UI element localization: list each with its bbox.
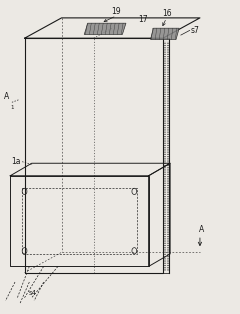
Polygon shape [84,23,126,35]
Text: A: A [4,92,9,101]
Text: A: A [198,225,204,234]
Text: 19: 19 [112,7,121,16]
Text: 1: 1 [10,105,14,110]
Polygon shape [150,28,179,40]
Text: 17: 17 [138,15,148,24]
Text: s7: s7 [190,26,199,35]
Text: 1a: 1a [12,157,21,166]
Text: 16: 16 [162,9,171,18]
Text: s4: s4 [29,290,37,296]
